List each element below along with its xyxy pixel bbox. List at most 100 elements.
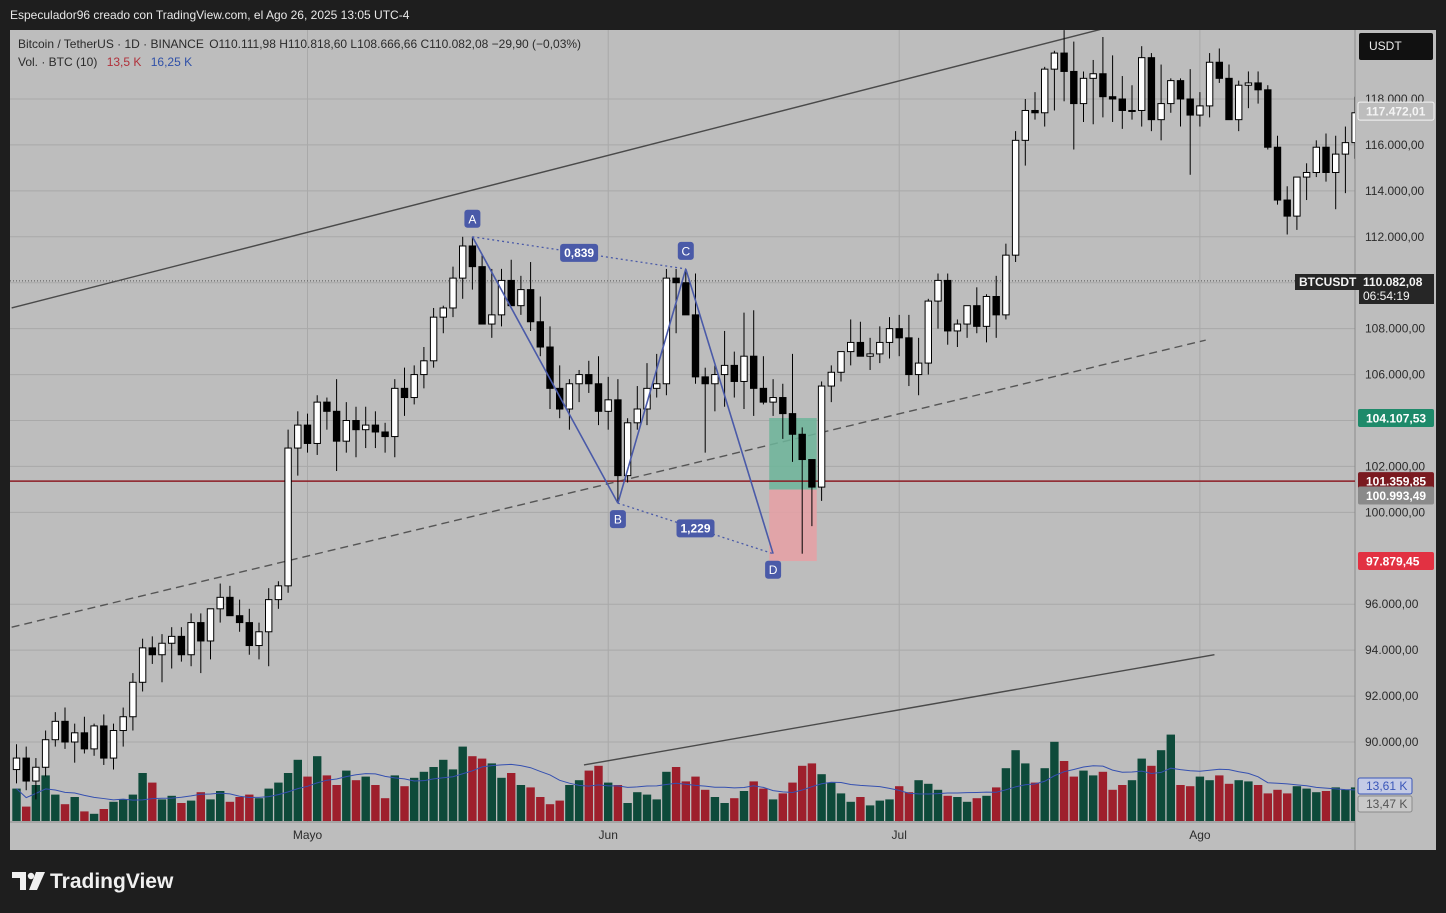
volume-bar: [1331, 787, 1340, 821]
candle: [740, 312, 748, 410]
volume-bar: [235, 797, 244, 821]
candle-body: [924, 300, 932, 364]
candle: [1293, 176, 1301, 230]
volume-bar: [584, 770, 593, 821]
candle: [798, 427, 806, 554]
candle-body: [798, 433, 806, 461]
candle-body: [769, 397, 777, 403]
candle: [808, 459, 816, 527]
volume-bar: [177, 803, 186, 821]
pattern-point-badge: [464, 209, 481, 228]
candle: [953, 319, 962, 348]
volume-bar: [1224, 783, 1234, 821]
price-tick-label: 90.000,00: [1365, 735, 1419, 749]
candle-body: [585, 374, 593, 385]
candle: [623, 418, 632, 483]
candle-body: [109, 730, 118, 759]
volume-bar: [924, 783, 933, 821]
ticker-label: BTCUSDT: [1299, 275, 1357, 289]
candle: [371, 411, 380, 449]
candle: [1312, 140, 1320, 178]
current-price-text: 110.082,08: [1363, 275, 1423, 289]
candle: [691, 273, 700, 384]
currency-button[interactable]: USDT: [1359, 33, 1433, 60]
candle-body: [1118, 98, 1126, 111]
volume-bar: [51, 794, 60, 821]
chart-frame: [10, 30, 1436, 850]
volume-bar: [1312, 792, 1321, 821]
candle: [924, 298, 932, 375]
candle: [750, 310, 758, 416]
volume-bar: [216, 791, 225, 821]
candle: [1099, 36, 1107, 118]
candle-body: [662, 277, 671, 385]
volume-bar: [516, 785, 526, 821]
candle: [1322, 133, 1330, 182]
candle: [1341, 126, 1350, 194]
candle-body: [294, 424, 302, 449]
candle-body: [206, 608, 215, 642]
volume-bar: [885, 799, 894, 821]
price-badge-green: 104.107,53: [1358, 409, 1434, 428]
candle: [1147, 53, 1156, 132]
candle: [1302, 163, 1311, 201]
candle: [565, 379, 574, 430]
volume-bar: [439, 759, 448, 821]
candle-body: [526, 289, 535, 323]
legend-volume-ma: 16,25 K: [150, 55, 193, 69]
price-badge-outline: 117.472,01: [1357, 101, 1435, 121]
candle-body: [973, 305, 981, 327]
candle: [391, 379, 399, 458]
candle: [1021, 99, 1029, 166]
candle: [1157, 64, 1165, 141]
candle: [478, 255, 486, 325]
volume-bar: [1350, 787, 1355, 821]
candle: [662, 268, 671, 396]
volume-bar: [332, 785, 341, 821]
volume-bar: [1001, 768, 1011, 821]
candle-body: [866, 353, 874, 357]
candle: [1118, 76, 1126, 129]
volume-bar: [128, 794, 138, 821]
candle-body: [1293, 176, 1301, 217]
candle: [1186, 69, 1194, 175]
tradingview-logo-icon: [12, 872, 46, 895]
candle-body: [119, 716, 127, 732]
candle-body: [1128, 109, 1136, 112]
candle-body: [575, 374, 583, 385]
pattern-point-label: B: [614, 513, 622, 527]
candle-body: [827, 371, 835, 387]
volume-bar: [487, 763, 496, 821]
volume-bar: [1244, 781, 1253, 821]
legend-symbol: Bitcoin / TetherUS · 1D · BINANCE: [18, 37, 204, 51]
candle: [32, 758, 40, 800]
price-tick-label: 114.000,00: [1365, 184, 1424, 198]
legend-ohlc: O110.111,98 H110.818,60 L108.666,66 C110…: [209, 37, 582, 51]
candle: [216, 583, 224, 623]
volume-bar: [671, 767, 681, 821]
volume-bar: [739, 791, 749, 821]
candle-body: [1147, 57, 1156, 121]
candle: [1273, 135, 1282, 205]
volume-bar: [322, 775, 332, 821]
candle-body: [478, 266, 486, 325]
currency-label: USDT: [1369, 39, 1402, 53]
volume-bar: [507, 773, 516, 821]
pattern-leg: [685, 268, 774, 554]
candle-body: [1011, 139, 1020, 256]
candle: [992, 275, 1000, 338]
candle-body: [1196, 105, 1204, 116]
candle-body: [1244, 82, 1253, 86]
candle: [109, 723, 118, 770]
volume-bar: [196, 792, 205, 821]
candle-body: [41, 739, 50, 768]
candle: [226, 585, 234, 617]
candle: [439, 305, 448, 334]
candle: [517, 275, 525, 315]
candle-body: [623, 422, 632, 477]
candle-body: [187, 622, 195, 656]
volume-bar: [390, 775, 399, 821]
candle: [41, 730, 50, 777]
volume-bar: [807, 763, 817, 821]
